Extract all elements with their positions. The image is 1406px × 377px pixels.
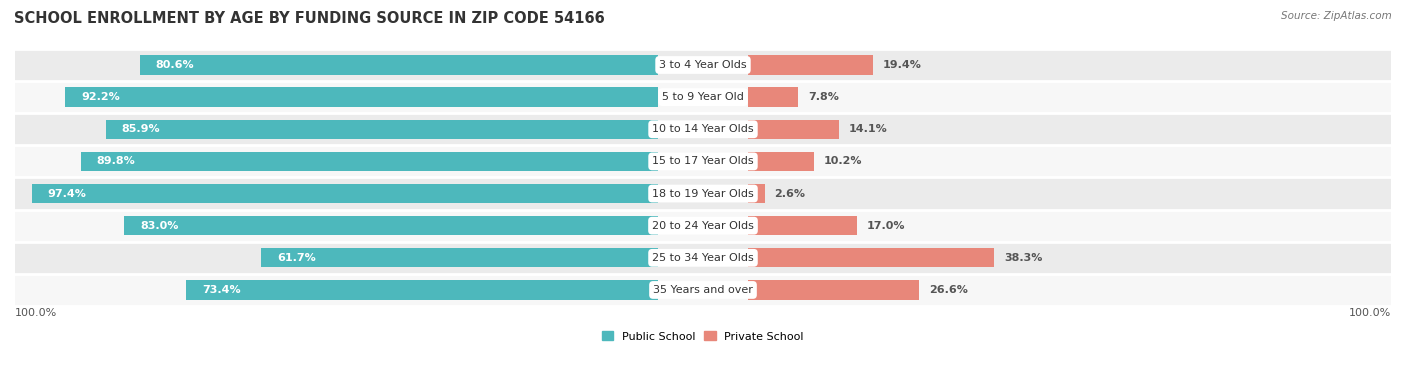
Text: 26.6%: 26.6% [929,285,967,295]
Text: Source: ZipAtlas.com: Source: ZipAtlas.com [1281,11,1392,21]
Bar [105,120,658,139]
Text: 2.6%: 2.6% [775,188,806,199]
Legend: Public School, Private School: Public School, Private School [602,331,804,342]
Text: 38.3%: 38.3% [1004,253,1042,263]
Bar [15,210,1391,242]
Bar [124,216,658,235]
Bar [748,152,814,171]
Text: 19.4%: 19.4% [883,60,921,70]
Text: 14.1%: 14.1% [848,124,887,134]
Bar [80,152,658,171]
Bar [15,178,1391,210]
Text: 25 to 34 Year Olds: 25 to 34 Year Olds [652,253,754,263]
Bar [748,280,920,300]
Text: 80.6%: 80.6% [156,60,194,70]
Text: 83.0%: 83.0% [141,221,179,231]
Bar [748,216,858,235]
Text: 100.0%: 100.0% [15,308,58,318]
Bar [139,55,658,75]
Text: 20 to 24 Year Olds: 20 to 24 Year Olds [652,221,754,231]
Bar [15,146,1391,178]
Bar [15,81,1391,113]
Text: 61.7%: 61.7% [277,253,316,263]
Bar [15,113,1391,146]
Text: 100.0%: 100.0% [1348,308,1391,318]
Bar [748,184,765,203]
Bar [262,248,658,267]
Bar [748,248,994,267]
Bar [15,49,1391,81]
Bar [15,274,1391,306]
Bar [15,242,1391,274]
Text: 17.0%: 17.0% [868,221,905,231]
Text: 5 to 9 Year Old: 5 to 9 Year Old [662,92,744,102]
Bar [748,120,838,139]
Bar [748,87,799,107]
Bar [186,280,658,300]
Text: 10 to 14 Year Olds: 10 to 14 Year Olds [652,124,754,134]
Text: 73.4%: 73.4% [202,285,240,295]
Text: 35 Years and over: 35 Years and over [652,285,754,295]
Text: 10.2%: 10.2% [824,156,862,166]
Bar [32,184,658,203]
Text: SCHOOL ENROLLMENT BY AGE BY FUNDING SOURCE IN ZIP CODE 54166: SCHOOL ENROLLMENT BY AGE BY FUNDING SOUR… [14,11,605,26]
Text: 92.2%: 92.2% [82,92,120,102]
Text: 18 to 19 Year Olds: 18 to 19 Year Olds [652,188,754,199]
Text: 85.9%: 85.9% [122,124,160,134]
Text: 15 to 17 Year Olds: 15 to 17 Year Olds [652,156,754,166]
Text: 3 to 4 Year Olds: 3 to 4 Year Olds [659,60,747,70]
Text: 97.4%: 97.4% [48,188,87,199]
Bar [65,87,658,107]
Text: 89.8%: 89.8% [97,156,135,166]
Bar [748,55,873,75]
Text: 7.8%: 7.8% [808,92,839,102]
